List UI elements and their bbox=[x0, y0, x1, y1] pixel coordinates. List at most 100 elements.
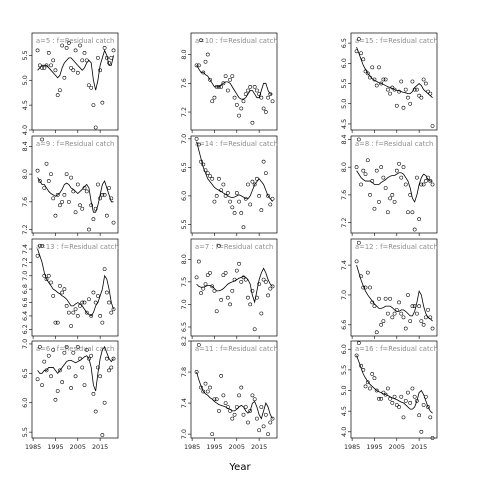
data-point bbox=[44, 161, 49, 166]
panel-frame bbox=[190, 32, 278, 131]
data-point bbox=[107, 300, 111, 305]
y-tick-label: 7.5 bbox=[180, 277, 188, 287]
data-point bbox=[93, 206, 98, 211]
fitted-line bbox=[37, 346, 114, 392]
data-point bbox=[80, 300, 85, 305]
y-tick-label: 7.0 bbox=[180, 429, 188, 439]
y-tick-label: 7.6 bbox=[180, 78, 188, 88]
panel-label: a=15 : f=Residual catch bbox=[355, 37, 438, 45]
data-point bbox=[37, 345, 42, 349]
data-point bbox=[73, 307, 78, 312]
data-point bbox=[98, 314, 103, 318]
data-point bbox=[104, 356, 109, 361]
y-tick-label: 5.0 bbox=[340, 99, 348, 109]
data-point bbox=[363, 172, 368, 176]
panel-label: a=7 : f=Residual catch bbox=[195, 243, 273, 251]
data-point bbox=[194, 370, 199, 374]
panel-8: a=11 : f=Residual catch 7.0 7.4 7.8 8.2 1985 1… bbox=[180, 336, 278, 451]
fitted-line bbox=[196, 65, 273, 100]
data-point bbox=[261, 159, 266, 164]
data-point bbox=[354, 165, 359, 170]
panel-11: a=12 : f=Residual catch 6.6 7.0 7.4 bbox=[340, 238, 438, 339]
panel-label: a=10 : f=Residual catch bbox=[195, 37, 278, 45]
data-point bbox=[388, 296, 392, 301]
data-point bbox=[89, 85, 94, 90]
data-point bbox=[196, 259, 201, 264]
panel-3: a=13 : f=Residual catch 6.2 6.4 6.6 6.8 7.0 7.… bbox=[21, 238, 119, 339]
data-point bbox=[42, 273, 47, 278]
data-point bbox=[377, 396, 381, 401]
data-point bbox=[250, 393, 255, 398]
x-tick-label: 2015 bbox=[251, 443, 267, 451]
data-point bbox=[250, 289, 255, 293]
y-tick-label: 8.4 bbox=[340, 134, 348, 144]
fitted-line bbox=[37, 177, 114, 213]
y-tick-label: 7.0 bbox=[21, 339, 29, 349]
data-point bbox=[84, 58, 89, 63]
data-point bbox=[53, 68, 58, 73]
data-point bbox=[223, 401, 228, 405]
y-tick-label: 5.5 bbox=[21, 427, 29, 437]
y-tick-label: 7.0 bbox=[340, 290, 348, 300]
data-point bbox=[415, 87, 419, 92]
data-point bbox=[361, 285, 366, 290]
data-point bbox=[46, 179, 51, 183]
fitted-line bbox=[356, 170, 433, 203]
data-point bbox=[406, 210, 410, 215]
data-point bbox=[359, 182, 363, 187]
data-point bbox=[246, 420, 250, 425]
data-point bbox=[60, 199, 65, 204]
data-point bbox=[257, 428, 262, 433]
data-point bbox=[390, 315, 395, 320]
data-point bbox=[223, 74, 228, 78]
data-point bbox=[93, 300, 98, 305]
data-point bbox=[419, 95, 424, 100]
data-point bbox=[368, 285, 372, 290]
data-point bbox=[426, 89, 430, 94]
data-point bbox=[89, 353, 94, 358]
data-point bbox=[370, 65, 375, 70]
y-tick-label: 6.0 bbox=[340, 58, 348, 68]
y-tick-label: 7.2 bbox=[340, 218, 348, 228]
data-point bbox=[381, 390, 386, 395]
data-point bbox=[194, 136, 199, 141]
data-point bbox=[377, 65, 381, 70]
data-point bbox=[40, 243, 44, 248]
panel-2: a=9 : f=Residual catch 7.2 7.6 8.0 8.4 bbox=[21, 135, 119, 236]
data-point bbox=[98, 68, 103, 73]
data-point bbox=[372, 376, 377, 381]
data-point bbox=[392, 394, 397, 399]
data-point bbox=[196, 63, 201, 68]
data-point bbox=[73, 48, 78, 53]
data-point bbox=[377, 199, 381, 204]
data-point bbox=[243, 277, 248, 282]
data-point bbox=[35, 168, 40, 173]
panel-frame bbox=[190, 238, 278, 337]
x-tick-label: 1985 bbox=[344, 443, 360, 451]
data-point bbox=[428, 315, 433, 320]
data-point bbox=[412, 304, 417, 309]
data-point bbox=[248, 408, 253, 413]
data-point bbox=[239, 211, 244, 215]
data-point bbox=[379, 396, 384, 401]
y-tick-label: 7.2 bbox=[180, 107, 188, 117]
data-point bbox=[392, 87, 397, 92]
data-point bbox=[53, 397, 58, 402]
x-tick-label: 2015 bbox=[92, 443, 108, 451]
data-point bbox=[64, 345, 69, 349]
data-point bbox=[37, 63, 42, 68]
data-point bbox=[410, 79, 415, 84]
data-point bbox=[53, 213, 58, 218]
data-point bbox=[383, 296, 388, 301]
data-point bbox=[80, 206, 85, 211]
panel-label: a=9 : f=Residual catch bbox=[36, 140, 114, 148]
data-point bbox=[35, 377, 40, 382]
data-point bbox=[109, 196, 114, 201]
panel-10: a=8 : f=Residual catch 7.2 7.6 8.0 8.4 bbox=[340, 134, 438, 236]
data-point bbox=[69, 324, 73, 328]
data-point bbox=[98, 374, 103, 379]
data-point bbox=[365, 380, 370, 385]
data-point bbox=[406, 95, 410, 100]
y-tick-label: 7.0 bbox=[180, 299, 188, 309]
data-point bbox=[408, 401, 413, 405]
